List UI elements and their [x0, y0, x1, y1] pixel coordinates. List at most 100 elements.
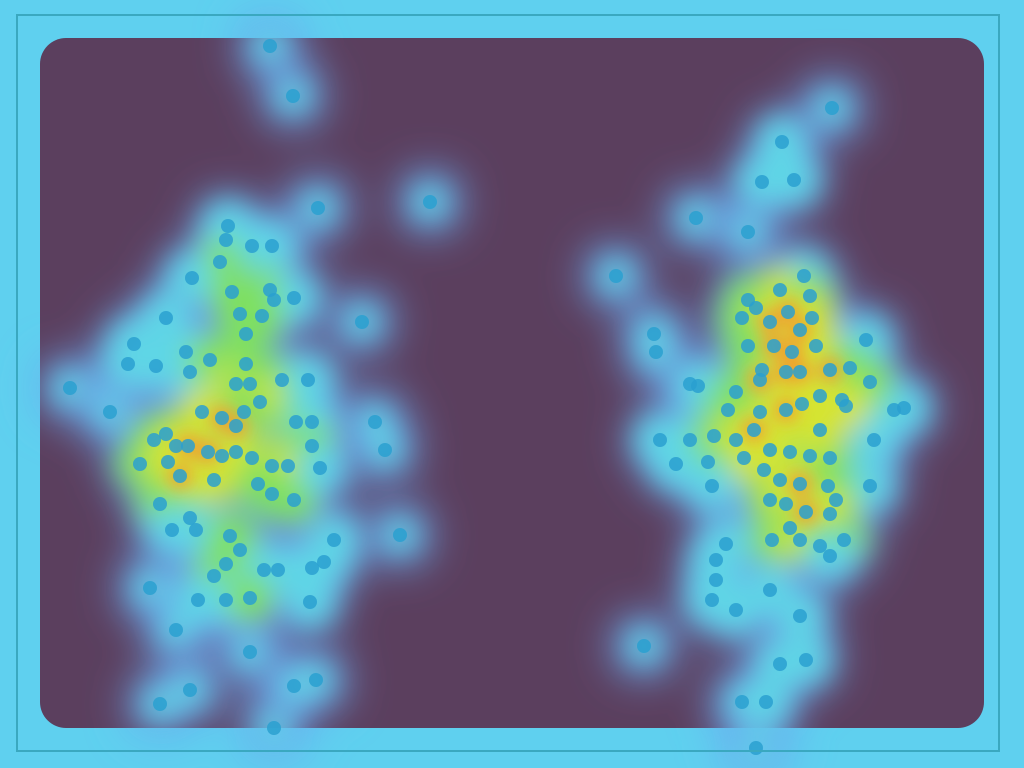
- point-marker: [757, 463, 771, 477]
- point-marker: [223, 529, 237, 543]
- point-marker: [825, 101, 839, 115]
- point-marker: [753, 405, 767, 419]
- point-marker: [729, 433, 743, 447]
- point-marker: [647, 327, 661, 341]
- point-marker: [393, 528, 407, 542]
- point-marker: [301, 373, 315, 387]
- point-marker: [735, 695, 749, 709]
- point-marker: [181, 439, 195, 453]
- point-marker: [265, 487, 279, 501]
- point-marker: [781, 305, 795, 319]
- point-marker: [219, 233, 233, 247]
- point-marker: [229, 445, 243, 459]
- point-marker: [149, 359, 163, 373]
- point-marker: [813, 389, 827, 403]
- point-marker: [793, 365, 807, 379]
- point-marker: [765, 533, 779, 547]
- point-marker: [779, 403, 793, 417]
- point-marker: [793, 609, 807, 623]
- point-marker: [637, 639, 651, 653]
- point-marker: [741, 339, 755, 353]
- point-marker: [705, 593, 719, 607]
- point-marker: [309, 673, 323, 687]
- point-marker: [243, 645, 257, 659]
- point-marker: [378, 443, 392, 457]
- point-marker: [823, 549, 837, 563]
- point-marker: [729, 385, 743, 399]
- point-marker: [281, 459, 295, 473]
- point-marker: [289, 415, 303, 429]
- point-marker: [263, 39, 277, 53]
- point-marker: [755, 175, 769, 189]
- point-marker: [759, 695, 773, 709]
- point-marker: [257, 563, 271, 577]
- point-marker: [305, 439, 319, 453]
- point-marker: [797, 269, 811, 283]
- point-marker: [843, 361, 857, 375]
- point-marker: [243, 591, 257, 605]
- point-marker: [253, 395, 267, 409]
- point-marker: [169, 623, 183, 637]
- point-marker: [839, 399, 853, 413]
- point-marker: [735, 311, 749, 325]
- point-marker: [239, 357, 253, 371]
- point-marker: [237, 405, 251, 419]
- point-marker: [783, 521, 797, 535]
- point-marker: [749, 741, 763, 755]
- point-marker: [153, 497, 167, 511]
- point-marker: [267, 721, 281, 735]
- point-marker: [793, 477, 807, 491]
- point-marker: [837, 533, 851, 547]
- point-marker: [267, 293, 281, 307]
- point-marker: [783, 445, 797, 459]
- point-marker: [229, 419, 243, 433]
- point-marker: [219, 557, 233, 571]
- point-marker: [737, 451, 751, 465]
- point-marker: [805, 311, 819, 325]
- point-marker: [683, 433, 697, 447]
- point-marker: [179, 345, 193, 359]
- point-marker: [823, 507, 837, 521]
- point-marker: [213, 255, 227, 269]
- point-marker: [221, 219, 235, 233]
- point-marker: [275, 373, 289, 387]
- point-marker: [753, 373, 767, 387]
- point-marker: [201, 445, 215, 459]
- point-marker: [265, 239, 279, 253]
- point-marker: [219, 593, 233, 607]
- point-marker: [829, 493, 843, 507]
- point-marker: [821, 479, 835, 493]
- point-marker: [653, 433, 667, 447]
- point-marker: [161, 455, 175, 469]
- point-marker: [795, 397, 809, 411]
- point-marker: [355, 315, 369, 329]
- point-marker: [863, 479, 877, 493]
- point-marker: [189, 523, 203, 537]
- point-marker: [317, 555, 331, 569]
- point-marker: [763, 315, 777, 329]
- point-marker: [313, 461, 327, 475]
- point-marker: [286, 89, 300, 103]
- point-marker: [233, 307, 247, 321]
- point-marker: [245, 451, 259, 465]
- point-marker: [255, 309, 269, 323]
- point-marker: [859, 333, 873, 347]
- point-marker: [159, 311, 173, 325]
- point-marker: [709, 553, 723, 567]
- point-marker: [147, 433, 161, 447]
- point-marker: [773, 657, 787, 671]
- point-marker: [705, 479, 719, 493]
- point-marker: [305, 415, 319, 429]
- point-marker: [609, 269, 623, 283]
- point-marker: [165, 523, 179, 537]
- point-marker: [809, 339, 823, 353]
- point-marker: [813, 539, 827, 553]
- point-marker: [763, 443, 777, 457]
- point-marker: [143, 581, 157, 595]
- point-marker: [159, 427, 173, 441]
- point-marker: [203, 353, 217, 367]
- point-marker: [749, 301, 763, 315]
- point-marker: [271, 563, 285, 577]
